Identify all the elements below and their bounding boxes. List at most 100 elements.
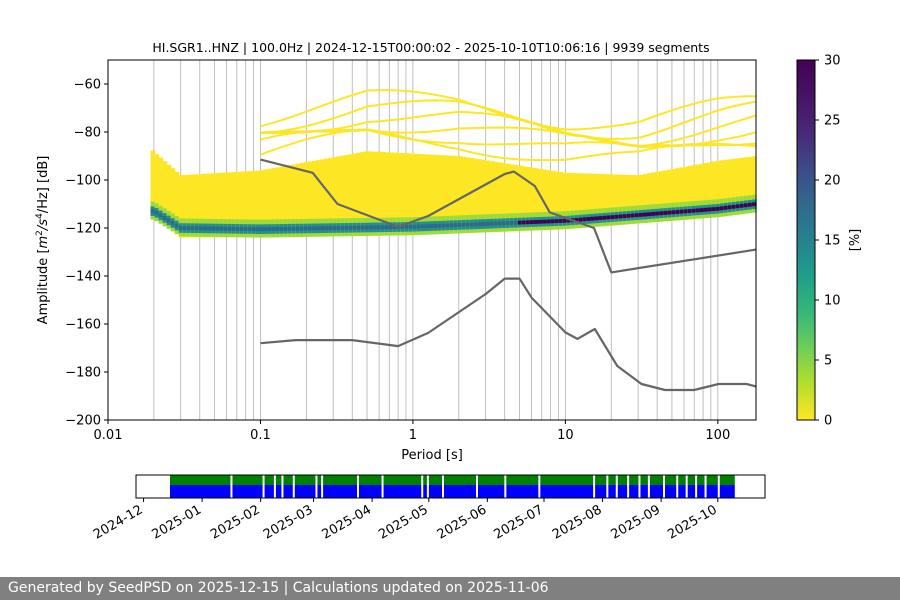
colorbar-gradient — [796, 59, 816, 421]
density-cell-low — [723, 159, 729, 216]
density-cell-low — [675, 168, 680, 220]
density-cell-low — [614, 174, 620, 224]
density-cell-low — [731, 158, 737, 214]
density-cell-low — [711, 161, 717, 217]
density-cell-peak — [243, 227, 248, 231]
density-cell-low — [715, 160, 721, 217]
availability-gap — [262, 475, 265, 498]
density-cell-peak — [186, 226, 192, 231]
density-cell-low — [590, 173, 596, 226]
density-cell-peak — [529, 220, 535, 225]
availability-gap — [281, 475, 284, 498]
availability-gap — [273, 475, 276, 498]
density-cell-peak — [578, 217, 584, 222]
availability-bar-secondary — [170, 475, 735, 485]
density-cell-low — [344, 154, 349, 236]
density-cell-peak — [497, 221, 503, 226]
colorbar-tick-label: 20 — [824, 174, 841, 189]
density-cell-peak — [279, 226, 285, 231]
density-cell-peak — [509, 220, 515, 225]
density-cell-peak — [663, 211, 668, 215]
density-cell-peak — [170, 221, 176, 225]
period-gridlines — [153, 60, 719, 420]
density-cell-peak — [429, 224, 434, 229]
density-cell-peak — [594, 216, 600, 221]
availability-gap — [695, 475, 698, 498]
y-axis-ticks: −60 −80 −100 −120 −140 −160 −180 −200 — [65, 78, 108, 429]
availability-gap — [638, 475, 641, 498]
density-cell-peak — [558, 219, 563, 223]
timeline-tick-label: 2025-04 — [320, 502, 375, 542]
density-cell-peak — [675, 210, 680, 214]
density-cell-low — [336, 156, 341, 236]
density-cell-low — [651, 172, 656, 222]
x-axis-ticks: 0.01 0.1 1 10 100 — [94, 420, 730, 443]
density-cell-peak — [691, 208, 697, 213]
density-cell-peak — [659, 211, 664, 216]
density-cell-low — [190, 174, 196, 238]
density-cell-low — [364, 151, 370, 236]
density-cell-peak — [287, 226, 293, 231]
density-cell-low — [667, 169, 672, 220]
density-cell-peak — [344, 225, 349, 230]
density-cell-low — [392, 152, 398, 236]
timeline-tick-label: 2025-06 — [435, 502, 490, 542]
density-cell-low — [283, 165, 289, 237]
density-cell-peak — [493, 221, 499, 226]
timeline-tick-label: 2024-12 — [91, 502, 146, 542]
density-cell-low — [186, 174, 192, 238]
density-cell-low — [659, 171, 664, 221]
density-cell-peak — [453, 223, 458, 228]
colorbar-tick-label: 15 — [824, 234, 841, 249]
density-cell-peak — [602, 215, 608, 220]
density-cell-low — [239, 171, 244, 237]
density-cell-peak — [198, 226, 204, 231]
density-cell-peak — [324, 226, 329, 231]
noise-model-curves — [260, 158, 757, 392]
density-cell-peak — [521, 220, 527, 225]
density-cell-peak — [634, 213, 640, 218]
y-label-part-5: 4 — [35, 213, 45, 219]
availability-gap — [442, 475, 444, 498]
y-label-part-6: /Hz] [dB] — [36, 156, 51, 214]
density-cell-low — [166, 164, 172, 229]
density-cell-low — [287, 165, 293, 237]
density-cell-peak — [546, 219, 551, 224]
density-trace — [260, 89, 757, 131]
density-cell-peak — [376, 225, 382, 230]
density-cell-peak — [360, 225, 366, 230]
density-cell-low — [606, 174, 612, 225]
density-cell-peak — [618, 214, 624, 219]
density-cell-peak — [533, 220, 539, 224]
density-cell-peak — [445, 223, 450, 228]
density-cell-low — [437, 154, 442, 234]
density-cell-low — [554, 171, 559, 229]
density-cell-low — [182, 174, 188, 238]
density-cell-peak — [311, 226, 317, 231]
density-cell-peak — [505, 221, 511, 225]
density-cell-low — [582, 173, 588, 227]
density-cell-low — [445, 155, 450, 234]
density-cell-low — [638, 174, 644, 223]
colorbar-tick-label: 0 — [824, 414, 832, 429]
density-cell-low — [380, 152, 386, 236]
density-cell-peak — [384, 225, 390, 230]
density-cell-peak — [247, 227, 253, 231]
timeline-tick-label: 2025-05 — [376, 502, 431, 542]
density-cell-peak — [275, 227, 281, 231]
availability-gap — [426, 475, 429, 498]
density-cell-low — [231, 172, 236, 238]
density-cell-low — [501, 163, 507, 231]
availability-gap — [357, 475, 359, 498]
density-cell-peak — [150, 209, 156, 214]
high-noise-model-curve — [260, 158, 757, 274]
density-cell-peak — [267, 227, 273, 231]
density-cell-low — [489, 161, 495, 232]
timeline-tick-label: 2025-07 — [491, 502, 546, 542]
density-cell-peak — [215, 226, 220, 231]
availability-gap — [685, 475, 688, 498]
density-cell-peak — [380, 225, 386, 230]
density-cell-peak — [166, 218, 172, 223]
density-cell-low — [703, 163, 709, 217]
timeline-tick-label: 2025-02 — [208, 502, 263, 542]
